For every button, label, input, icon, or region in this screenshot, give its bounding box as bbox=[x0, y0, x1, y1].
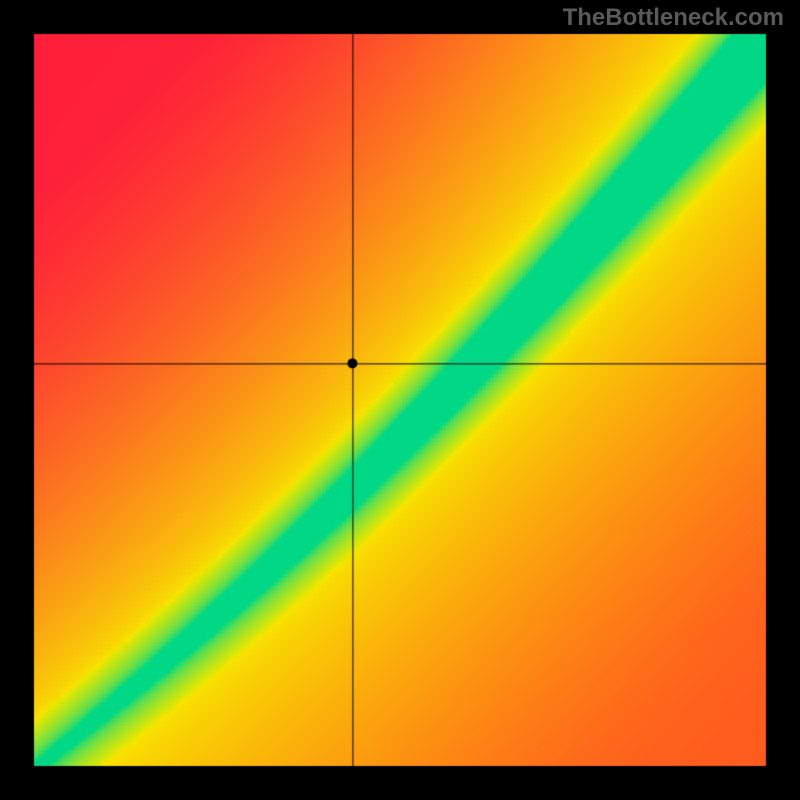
chart-container: TheBottleneck.com bbox=[0, 0, 800, 800]
bottleneck-heatmap bbox=[0, 0, 800, 800]
attribution-text: TheBottleneck.com bbox=[563, 4, 784, 32]
